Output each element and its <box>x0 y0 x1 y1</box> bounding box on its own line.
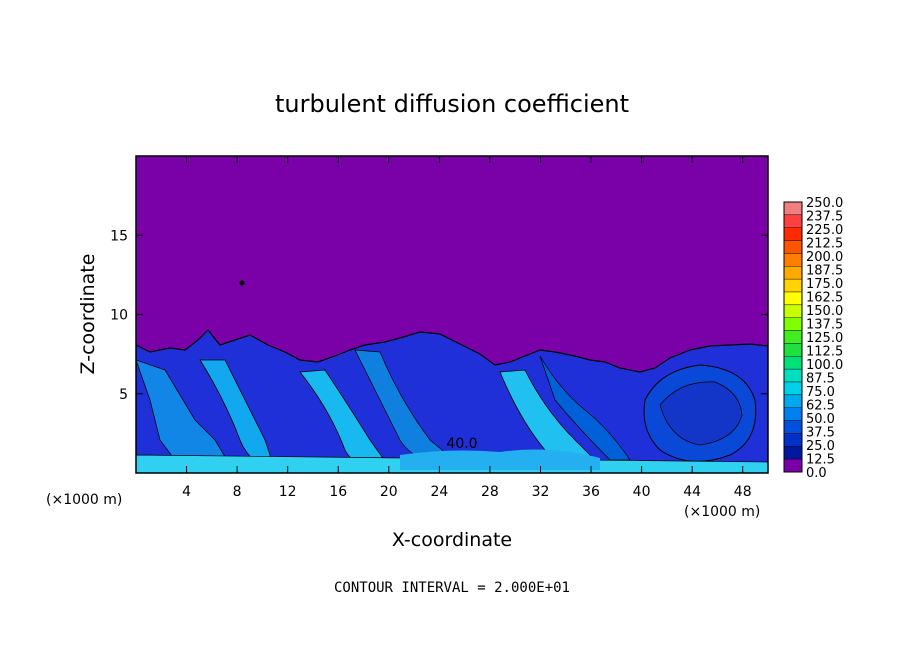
colorbar-swatch <box>783 407 803 421</box>
y-tick-label: 15 <box>110 228 128 244</box>
colorbar: 250.0237.5225.0212.5200.0187.5175.0162.5… <box>783 196 843 481</box>
colorbar-label: 162.5 <box>806 291 843 306</box>
colorbar-label: 200.0 <box>806 250 843 265</box>
colorbar-swatch <box>783 227 803 241</box>
colorbar-label: 137.5 <box>806 318 843 333</box>
colorbar-label: 250.0 <box>806 196 843 211</box>
y-tick-label: 10 <box>110 308 128 324</box>
colorbar-frame <box>783 201 803 473</box>
colorbar-label: 0.0 <box>806 466 827 481</box>
x-tick-label: 20 <box>380 484 398 500</box>
colorbar-swatch <box>783 343 803 357</box>
colorbar-swatch <box>783 330 803 344</box>
x-tick-label: 8 <box>233 484 242 500</box>
x-unit-right: (×1000 m) <box>684 504 760 520</box>
colorbar-swatch <box>783 214 803 228</box>
colorbar-swatch <box>783 458 803 473</box>
colorbar-swatch <box>783 240 803 254</box>
x-axis-label: X-coordinate <box>392 529 512 551</box>
x-tick-label: 16 <box>329 484 347 500</box>
colorbar-swatch <box>783 356 803 370</box>
colorbar-label: 87.5 <box>806 372 835 387</box>
colorbar-swatch <box>783 420 803 434</box>
colorbar-label: 12.5 <box>806 453 835 468</box>
colorbar-label: 75.0 <box>806 385 835 400</box>
colorbar-swatch <box>783 433 803 447</box>
colorbar-swatch <box>783 304 803 318</box>
contour-interval-note: CONTOUR INTERVAL = 2.000E+01 <box>334 580 570 596</box>
colorbar-swatch <box>783 317 803 331</box>
colorbar-swatch <box>783 278 803 293</box>
contour-label: 40.0 <box>446 436 477 452</box>
x-tick-label: 12 <box>279 484 297 500</box>
colorbar-label: 125.0 <box>806 331 843 346</box>
x-tick-label: 48 <box>734 484 752 500</box>
colorbar-label: 175.0 <box>806 277 843 292</box>
x-unit-left: (×1000 m) <box>46 492 122 508</box>
colorbar-label: 37.5 <box>806 426 835 441</box>
colorbar-label: 62.5 <box>806 399 835 414</box>
colorbar-swatch <box>783 266 803 280</box>
colorbar-label: 237.5 <box>806 210 843 225</box>
x-tick-label: 28 <box>481 484 499 500</box>
y-axis-label: Z-coordinate <box>77 254 99 375</box>
colorbar-swatch <box>783 446 803 460</box>
colorbar-swatch <box>783 201 803 216</box>
x-tick-label: 4 <box>182 484 191 500</box>
colorbar-label: 50.0 <box>806 412 835 427</box>
colorbar-label: 25.0 <box>806 439 835 454</box>
colorbar-swatch <box>783 394 803 408</box>
colorbar-label: 212.5 <box>806 237 843 252</box>
y-tick-label: 5 <box>119 387 128 403</box>
colorbar-swatch <box>783 291 803 306</box>
x-axis-ticks: 4 8 12 16 20 24 28 32 36 40 44 48 <box>182 156 752 500</box>
x-tick-label: 24 <box>430 484 448 500</box>
colorbar-swatch <box>783 368 803 383</box>
x-tick-label: 44 <box>683 484 701 500</box>
colorbar-label: 100.0 <box>806 358 843 373</box>
colorbar-label: 112.5 <box>806 345 843 360</box>
heatmap-field <box>136 156 768 473</box>
x-tick-label: 32 <box>532 484 550 500</box>
y-axis-ticks: 5 10 15 <box>110 228 768 403</box>
colorbar-label: 187.5 <box>806 264 843 279</box>
x-tick-label: 40 <box>633 484 651 500</box>
colorbar-label: 225.0 <box>806 223 843 238</box>
chart-title: turbulent diffusion coefficient <box>275 90 629 118</box>
colorbar-label: 150.0 <box>806 304 843 319</box>
x-tick-label: 36 <box>582 484 600 500</box>
colorbar-swatch <box>783 381 803 396</box>
colorbar-swatch <box>783 253 803 267</box>
